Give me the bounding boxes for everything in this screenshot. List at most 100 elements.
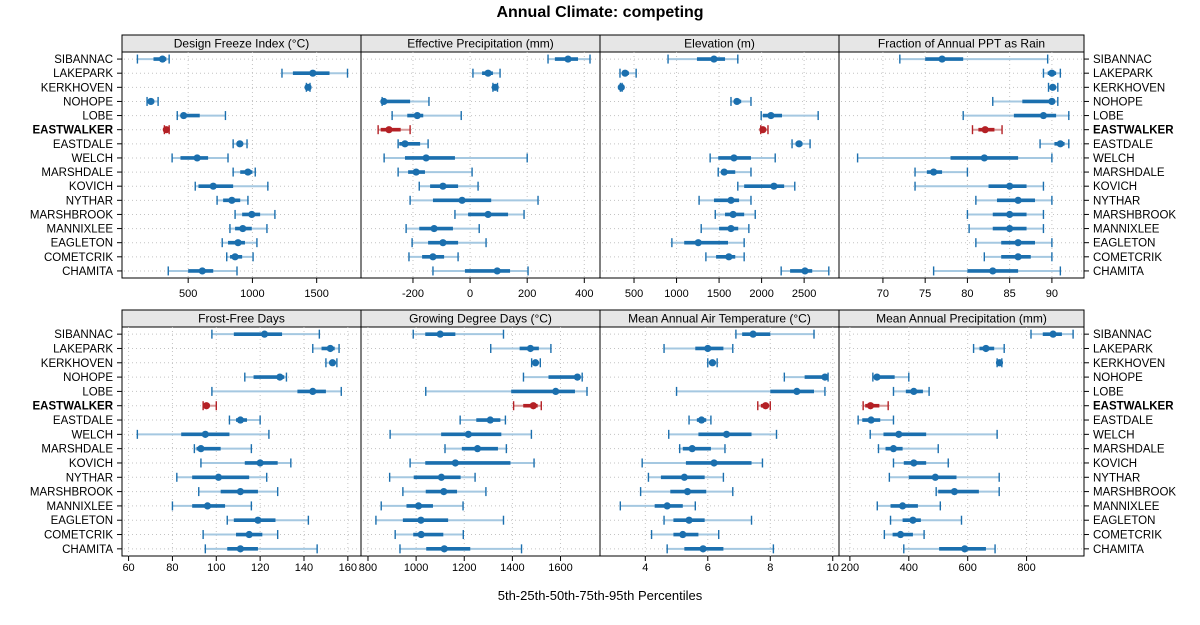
median-dot [198, 267, 206, 275]
series-eastdale-p7 [857, 415, 895, 425]
median-dot [422, 154, 430, 162]
median-dot [202, 402, 211, 410]
series-lobe-p0 [176, 111, 227, 121]
series-cometcrik-p5 [394, 530, 464, 540]
site-label-left-nohope: NOHOPE [63, 96, 113, 108]
series-nohope-p2 [730, 96, 752, 106]
panel-strip-title-p4: Frost-Free Days [198, 312, 285, 326]
series-cometcrik-p3 [983, 252, 1053, 262]
series-eastwalker-p4 [202, 401, 217, 411]
x-tick-label: 4 [642, 562, 648, 574]
site-label-left-mannixlee: MANNIXLEE [47, 501, 114, 513]
series-sibannac-p6 [735, 329, 815, 339]
site-label-left-lakepark: LAKEPARK [53, 343, 113, 355]
median-dot [1006, 210, 1014, 219]
median-dot [201, 430, 209, 438]
median-dot [209, 182, 217, 190]
series-chamita-p2 [780, 266, 830, 276]
median-dot [980, 154, 988, 162]
series-sibannac-p1 [547, 54, 591, 64]
site-label-right-marshbrook: MARSHBROOK [1093, 209, 1176, 221]
site-label-right-mannixlee: MANNIXLEE [1093, 501, 1160, 513]
median-dot [193, 154, 201, 162]
series-marshbrook-p7 [935, 487, 1000, 497]
median-dot [821, 373, 829, 381]
median-dot [214, 473, 223, 481]
figure-title: Annual Climate: competing [496, 4, 704, 21]
series-sibannac-p0 [136, 54, 170, 64]
site-label-right-kerkhoven: KERKHOVEN [1093, 82, 1165, 94]
series-marshdale-p4 [193, 444, 253, 454]
x-tick-label: 75 [919, 288, 931, 300]
series-mannixlee-p4 [171, 501, 253, 511]
median-dot [982, 344, 990, 353]
panel-strip-title-p2: Elevation (m) [684, 37, 755, 51]
median-dot [231, 253, 239, 261]
series-sibannac-p3 [899, 54, 1049, 64]
median-dot [720, 168, 728, 176]
x-tick-label: 120 [251, 562, 269, 574]
median-dot [236, 140, 244, 148]
median-dot [899, 502, 907, 510]
site-label-right-cometcrik: COMETCRIK [1093, 530, 1162, 542]
median-dot [437, 473, 445, 481]
site-label-left-lakepark: LAKEPARK [53, 68, 113, 80]
site-label-left-welch: WELCH [71, 153, 113, 165]
x-tick-label: 600 [959, 562, 977, 574]
median-dot [866, 402, 875, 410]
series-eagleton-p1 [411, 238, 487, 248]
median-dot [236, 545, 245, 553]
x-tick-label: 200 [518, 288, 536, 300]
series-nythar-p3 [975, 195, 1053, 205]
site-label-left-cometcrik: COMETCRIK [44, 530, 113, 542]
median-dot [256, 459, 264, 467]
series-kerkhoven-p7 [995, 358, 1004, 368]
series-nohope-p4 [244, 372, 288, 382]
series-lakepark-p5 [490, 343, 552, 353]
median-dot [531, 359, 540, 367]
median-dot [910, 459, 918, 467]
series-kerkhoven-p5 [530, 358, 542, 368]
series-lakepark-p1 [472, 68, 501, 78]
series-mannixlee-p3 [968, 224, 1045, 234]
series-eastwalker-p3 [971, 125, 1003, 135]
series-marshdale-p1 [397, 167, 473, 177]
series-lobe-p7 [892, 386, 930, 396]
x-tick-label: 400 [575, 288, 593, 300]
figure-caption: 5th-25th-50th-75th-95th Percentiles [497, 588, 703, 603]
x-tick-label: 1000 [404, 562, 428, 574]
median-dot [440, 487, 448, 496]
series-nohope-p0 [146, 96, 159, 106]
series-chamita-p3 [932, 266, 1062, 276]
median-dot [685, 516, 693, 524]
site-label-right-eastwalker: EASTWALKER [1093, 401, 1174, 413]
median-dot [708, 359, 717, 367]
site-label-right-eastdale: EASTDALE [1093, 415, 1153, 427]
site-label-left-eastwalker: EASTWALKER [33, 125, 114, 137]
series-lobe-p2 [760, 111, 819, 121]
series-welch-p5 [389, 429, 533, 439]
x-tick-label: 1600 [548, 562, 572, 574]
site-label-right-kerkhoven: KERKHOVEN [1093, 358, 1165, 370]
site-label-left-kerkhoven: KERKHOVEN [41, 358, 113, 370]
series-marshbrook-p0 [234, 209, 276, 219]
series-lobe-p5 [425, 386, 588, 396]
series-kerkhoven-p6 [707, 358, 718, 368]
site-label-left-sibannac: SIBANNAC [54, 54, 113, 66]
median-dot [417, 516, 425, 524]
panel-strip-title-p5: Growing Degree Days (°C) [409, 312, 552, 326]
median-dot [326, 344, 334, 353]
site-label-left-kovich: KOVICH [69, 458, 113, 470]
series-cometcrik-p7 [883, 530, 925, 540]
median-dot [961, 545, 969, 553]
series-marshbrook-p1 [454, 209, 525, 219]
median-dot [417, 530, 425, 539]
median-dot [795, 140, 803, 148]
median-dot [680, 473, 688, 481]
series-eagleton-p7 [889, 515, 963, 525]
series-marshbrook-p5 [402, 487, 487, 497]
series-marshbrook-p3 [966, 209, 1045, 219]
series-kerkhoven-p0 [304, 82, 312, 92]
site-label-right-eagleton: EAGLETON [1093, 515, 1155, 527]
series-mannixlee-p2 [700, 224, 750, 234]
